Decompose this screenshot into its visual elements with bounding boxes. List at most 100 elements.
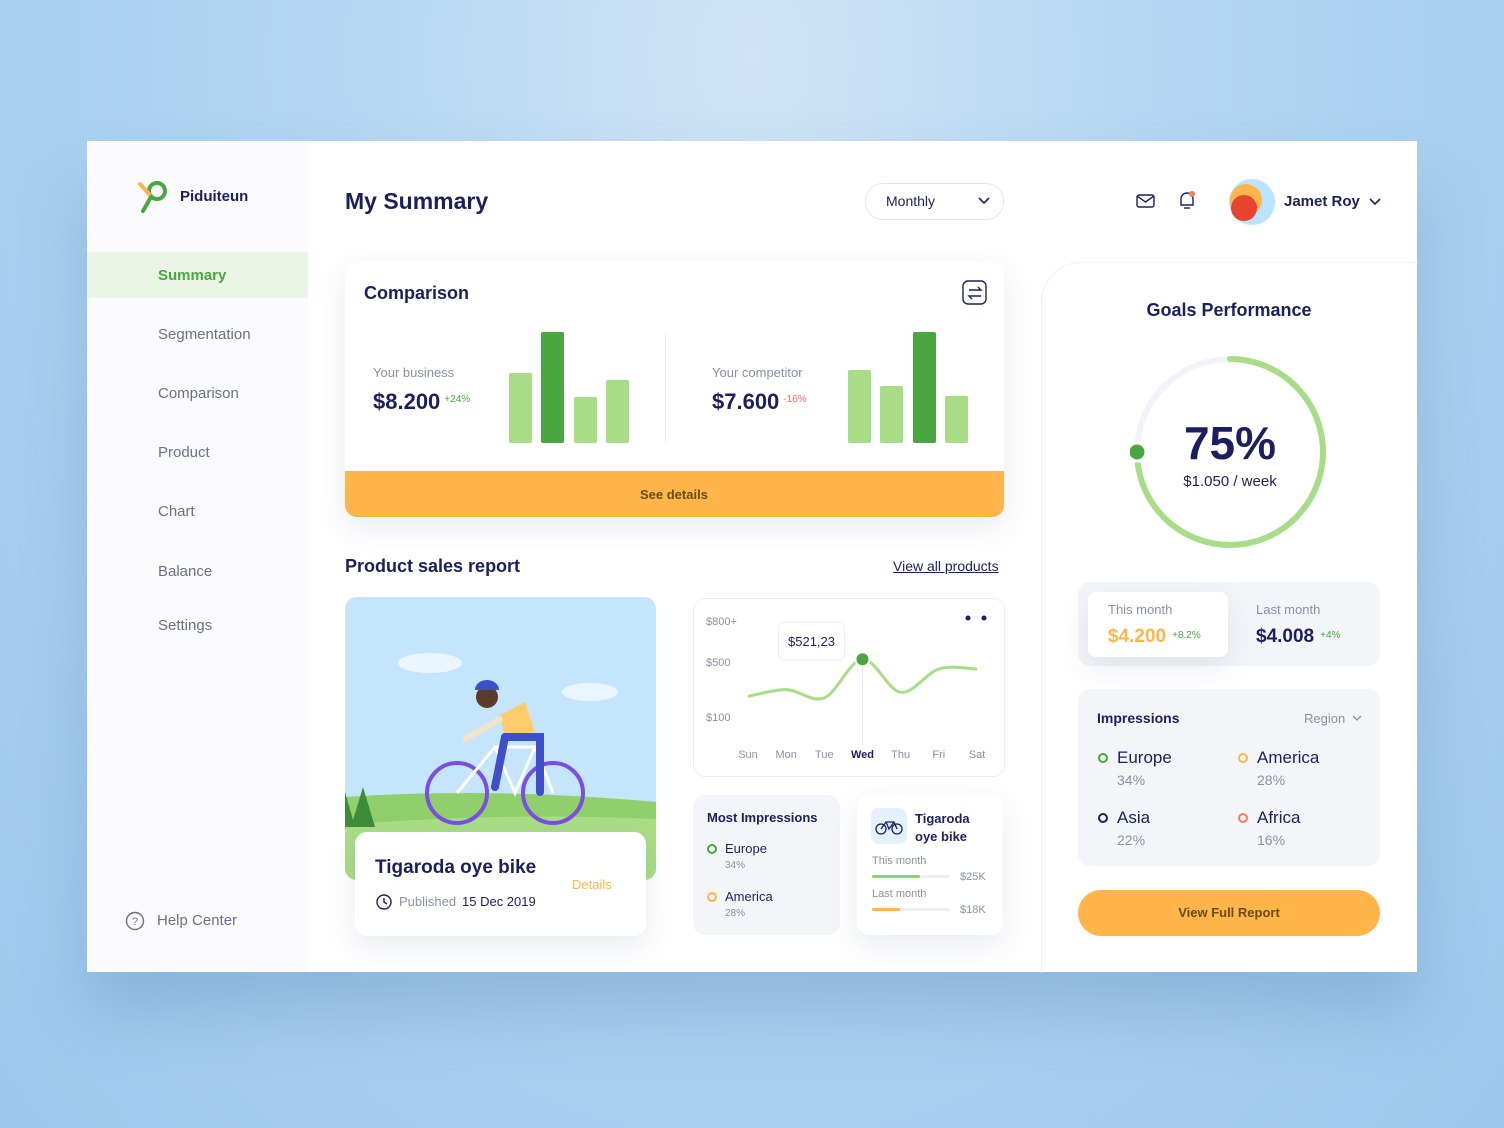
x-tick-label: Tue [815, 749, 834, 761]
x-tick-label: Wed [851, 749, 874, 761]
avatar[interactable] [1228, 178, 1276, 226]
region-name: America [725, 889, 773, 904]
view-report-button[interactable] [1078, 890, 1380, 936]
goal-rate: $1.050 / week [1183, 473, 1277, 490]
tooltip-label: $521,23 [788, 634, 835, 649]
sales-chart-card [693, 598, 1005, 777]
page-title: My Summary [345, 188, 489, 214]
row-label: Last month [872, 888, 927, 900]
logo [138, 181, 167, 213]
section-title: Product sales report [345, 556, 521, 576]
group-change: +24% [444, 394, 471, 405]
help-center[interactable]: Help Center [157, 912, 238, 929]
x-tick-label: Thu [891, 749, 910, 761]
nav-item[interactable]: Balance [158, 563, 213, 580]
x-tick-label: Sun [738, 749, 758, 761]
group-label: Your competitor [712, 365, 803, 380]
product-name: Tigaroda oye bike [915, 811, 970, 844]
view-report-label: View Full Report [1178, 905, 1280, 920]
highlight-point [854, 651, 871, 668]
period-label: Last month [1256, 602, 1321, 617]
period-value: Monthly [886, 193, 936, 209]
nav-item[interactable]: Settings [158, 617, 213, 634]
period-value: $4.008 [1256, 626, 1315, 647]
impressions-card [1078, 689, 1380, 866]
region-name: Asia [1117, 808, 1151, 827]
bike-icon [871, 808, 907, 844]
clock-icon [376, 894, 392, 910]
region-name: Europe [1117, 748, 1172, 767]
ring-knob [1130, 441, 1148, 463]
group-value: $8.200 [373, 389, 441, 414]
group-value: $7.600 [712, 389, 780, 414]
ring-progress [1134, 356, 1326, 548]
nav-item[interactable]: Summary [158, 267, 227, 284]
card-title: Comparison [364, 283, 470, 303]
brand-name: Piduiteun [180, 188, 249, 205]
period-change: +4% [1320, 630, 1341, 641]
published-label: Published [399, 894, 457, 909]
y-tick-label: $500 [706, 657, 730, 669]
menu-dot[interactable] [981, 615, 987, 621]
nav-item[interactable]: Comparison [158, 385, 239, 402]
region-share: 16% [1257, 832, 1286, 848]
region-name: Africa [1257, 808, 1301, 827]
x-tick-label: Fri [932, 749, 945, 761]
goal-ring [1130, 356, 1326, 548]
swap-icon[interactable] [962, 280, 988, 306]
region-share: 28% [1257, 772, 1286, 788]
period-select[interactable] [865, 183, 1004, 220]
nav-active-bg [87, 252, 308, 298]
help-icon: ? [125, 911, 145, 931]
period-change: +8.2% [1172, 630, 1201, 641]
see-details-button[interactable] [345, 471, 1004, 517]
region-name: Europe [725, 841, 767, 856]
product-name: Tigaroda oye bike [375, 857, 537, 878]
impressions-title: Impressions [1097, 710, 1180, 726]
region-filter[interactable]: Region [1304, 711, 1346, 726]
period-active[interactable] [1088, 592, 1228, 657]
most-impressions-card [693, 795, 840, 935]
product-card[interactable] [355, 832, 646, 936]
row-value: $18K [960, 904, 986, 916]
nav-item[interactable]: Segmentation [158, 326, 251, 343]
group-label: Your business [373, 365, 455, 380]
bell-icon[interactable] [1176, 189, 1198, 213]
region-name: America [1257, 748, 1320, 767]
see-details-label: See details [640, 487, 708, 502]
marker [707, 892, 717, 902]
mail-icon[interactable] [1135, 191, 1157, 211]
marker [1098, 813, 1108, 823]
sales-line-chart: $100 $500 $800+ Sun Mon Tue Wed Thu Fri Sat $521,2… [706, 615, 987, 761]
chevron [1369, 198, 1381, 206]
menu-dot[interactable] [965, 615, 971, 621]
goals-title: Goals Performance [1146, 300, 1312, 320]
marker [1238, 753, 1248, 763]
user-name[interactable]: Jamet Roy [1284, 193, 1360, 210]
x-tick-label: Sat [969, 749, 986, 761]
y-tick-label: $800+ [706, 616, 737, 628]
nav-item[interactable]: Product [158, 444, 210, 461]
row-label: This month [872, 855, 927, 867]
group-change: -16% [783, 394, 807, 405]
marker [707, 844, 717, 854]
view-all-link[interactable]: View all products [893, 558, 999, 574]
region-share: 34% [725, 860, 746, 871]
region-share: 28% [725, 908, 746, 919]
tooltip [778, 621, 845, 661]
nav-item[interactable]: Chart [158, 503, 195, 520]
period-label: This month [1108, 602, 1173, 617]
chevron [978, 197, 990, 205]
goal-percent: 75% [1183, 417, 1277, 469]
marker [1238, 813, 1248, 823]
period-value: $4.200 [1108, 626, 1167, 647]
marker [1098, 753, 1108, 763]
progress-track [872, 908, 950, 911]
details-link[interactable]: Details [572, 877, 612, 892]
published-date: 15 Dec 2019 [462, 894, 536, 909]
goals-panel [1041, 262, 1418, 973]
chevron [1352, 715, 1362, 721]
card-title: Most Impressions [707, 810, 818, 825]
